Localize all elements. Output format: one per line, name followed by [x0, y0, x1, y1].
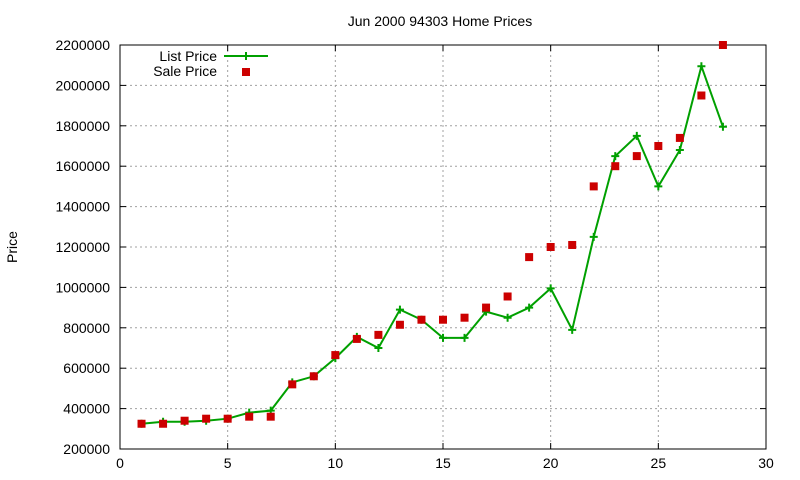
- list-price-point: [374, 344, 383, 352]
- sale-price-point: [309, 372, 318, 381]
- sale-price-point: [611, 162, 620, 171]
- y-tick-label: 1800000: [55, 118, 110, 134]
- legend: List Price Sale Price: [153, 48, 268, 79]
- sale-price-point: [675, 133, 684, 142]
- list-price-point: [718, 122, 727, 131]
- sale-price-point: [245, 412, 254, 421]
- sale-price-point: [654, 142, 663, 150]
- y-tick-label: 2200000: [55, 37, 110, 53]
- axis-tick-labels: 0 5 10 15 20 25 30 200000 400000 600000 800000 1000…: [55, 37, 774, 471]
- sale-price-point: [395, 320, 404, 329]
- sale-price-point: [439, 315, 447, 324]
- list-price-point: [697, 62, 706, 71]
- sale-price-point: [503, 292, 512, 301]
- axis-ticks: [119, 44, 767, 450]
- sale-price-point: [202, 414, 211, 423]
- sale-price-point: [697, 91, 706, 100]
- list-price-point: [611, 152, 620, 161]
- x-tick-label: 15: [435, 455, 451, 471]
- series-line-list-price: [141, 62, 724, 425]
- sale-price-point: [568, 240, 577, 249]
- legend-marker-list-price: [242, 52, 250, 60]
- sale-price-point: [374, 330, 383, 339]
- sale-price-point: [159, 419, 168, 428]
- list-price-point: [675, 146, 684, 155]
- x-tick-label: 20: [543, 455, 559, 471]
- sale-price-point: [417, 315, 426, 324]
- x-tick-label: 0: [116, 455, 124, 471]
- sale-price-point: [525, 253, 534, 262]
- sale-price-point: [266, 412, 275, 421]
- list-price-point: [439, 333, 447, 342]
- x-tick-label: 30: [758, 455, 774, 471]
- y-axis-label: Price: [4, 231, 20, 263]
- sale-price-point: [589, 182, 598, 191]
- y-tick-label: 800000: [63, 320, 110, 336]
- list-price-point: [546, 284, 555, 293]
- y-tick-label: 1600000: [55, 158, 110, 174]
- y-tick-label: 1400000: [55, 199, 110, 215]
- y-tick-label: 400000: [63, 401, 110, 417]
- list-price-point: [503, 313, 512, 322]
- sale-price-point: [352, 334, 361, 343]
- legend-marker-sale-price: [242, 68, 250, 76]
- sale-price-point: [331, 351, 340, 360]
- x-tick-label: 5: [224, 455, 232, 471]
- list-price-point: [654, 182, 663, 191]
- list-price-point: [525, 303, 534, 312]
- y-tick-label: 2000000: [55, 77, 110, 93]
- legend-label-sale-price: Sale Price: [153, 63, 217, 79]
- list-price-point: [460, 333, 469, 342]
- sale-price-point: [288, 380, 297, 389]
- x-tick-label: 25: [651, 455, 667, 471]
- sale-price-point: [546, 243, 555, 251]
- sale-price-point: [223, 414, 232, 423]
- y-tick-label: 1200000: [55, 239, 110, 255]
- chart-title: Jun 2000 94303 Home Prices: [348, 13, 532, 29]
- sale-price-point: [460, 313, 469, 322]
- list-price-point: [632, 131, 641, 140]
- sale-price-point: [632, 152, 641, 161]
- y-tick-label: 200000: [63, 441, 110, 457]
- list-price-point: [589, 232, 598, 241]
- list-price-point: [568, 325, 577, 334]
- sale-price-point: [180, 416, 189, 425]
- list-price-point: [395, 305, 404, 314]
- y-tick-label: 600000: [63, 360, 110, 376]
- series-layer: [137, 41, 727, 428]
- x-tick-label: 10: [328, 455, 344, 471]
- sale-price-point: [482, 303, 491, 312]
- sale-price-point: [718, 41, 727, 49]
- y-tick-label: 1000000: [55, 279, 110, 295]
- legend-label-list-price: List Price: [159, 48, 217, 64]
- sale-price-point: [137, 419, 146, 428]
- grid-lines: [120, 45, 766, 449]
